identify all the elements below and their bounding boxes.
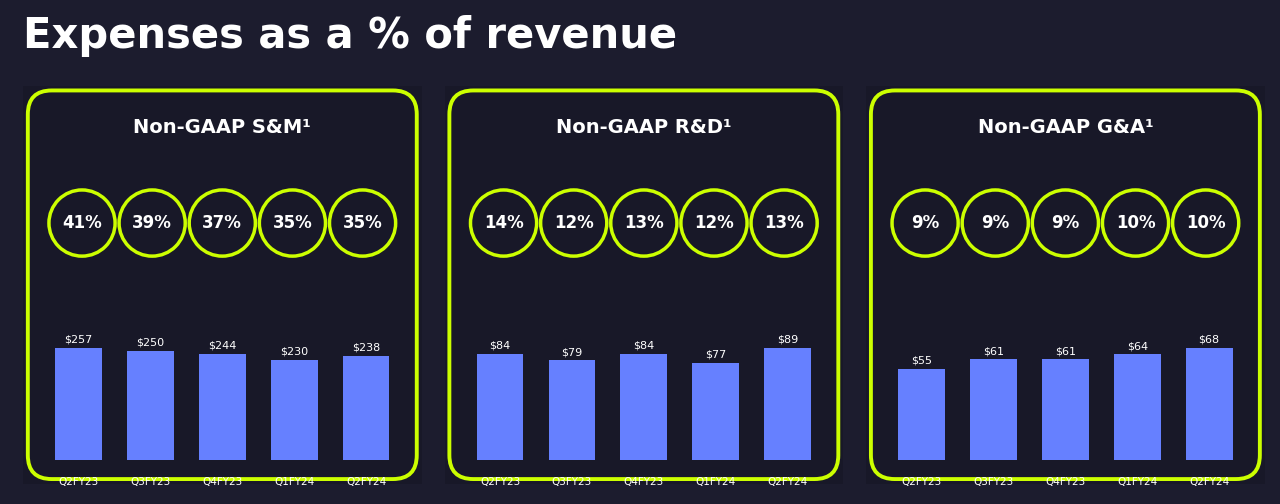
Bar	[476, 354, 524, 460]
Text: $84: $84	[634, 341, 654, 351]
Text: $55: $55	[911, 356, 932, 366]
Text: Q2FY23: Q2FY23	[59, 477, 99, 487]
Bar	[1114, 354, 1161, 460]
Text: 35%: 35%	[343, 214, 383, 232]
Bar	[621, 354, 667, 460]
Bar	[549, 360, 595, 460]
Text: $79: $79	[562, 347, 582, 357]
Text: Q1FY24: Q1FY24	[274, 477, 315, 487]
Text: $61: $61	[1055, 346, 1076, 356]
Bar	[1042, 359, 1089, 460]
Bar	[970, 359, 1016, 460]
Bar	[692, 363, 739, 460]
Text: Q1FY24: Q1FY24	[695, 477, 736, 487]
Text: 13%: 13%	[623, 214, 664, 232]
Text: $84: $84	[489, 341, 511, 351]
Text: 14%: 14%	[484, 214, 524, 232]
Text: $89: $89	[777, 335, 799, 345]
Text: Q2FY23: Q2FY23	[480, 477, 520, 487]
Text: $77: $77	[705, 350, 726, 360]
Bar	[899, 369, 945, 460]
Bar	[764, 348, 812, 460]
Text: 9%: 9%	[911, 214, 940, 232]
Bar	[1185, 348, 1233, 460]
Text: Non-GAAP R&D¹: Non-GAAP R&D¹	[556, 117, 732, 137]
Text: 13%: 13%	[764, 214, 804, 232]
Text: Q2FY23: Q2FY23	[901, 477, 942, 487]
Text: Q2FY24: Q2FY24	[768, 477, 808, 487]
Text: 10%: 10%	[1116, 214, 1156, 232]
Text: $61: $61	[983, 346, 1004, 356]
Text: 9%: 9%	[982, 214, 1010, 232]
Text: 37%: 37%	[202, 214, 242, 232]
Text: 39%: 39%	[132, 214, 172, 232]
Text: Q3FY23: Q3FY23	[131, 477, 170, 487]
Text: 12%: 12%	[554, 214, 594, 232]
Text: Non-GAAP S&M¹: Non-GAAP S&M¹	[133, 117, 311, 137]
Text: $68: $68	[1198, 335, 1220, 345]
Text: 10%: 10%	[1185, 214, 1225, 232]
Bar	[127, 351, 174, 460]
Text: 35%: 35%	[273, 214, 312, 232]
Text: $238: $238	[352, 343, 380, 353]
Bar	[55, 348, 102, 460]
Text: Q1FY24: Q1FY24	[1117, 477, 1157, 487]
Bar	[271, 360, 317, 460]
Text: Q4FY23: Q4FY23	[202, 477, 242, 487]
Text: 41%: 41%	[63, 214, 102, 232]
Text: Expenses as a % of revenue: Expenses as a % of revenue	[23, 15, 677, 57]
Text: Q3FY23: Q3FY23	[552, 477, 593, 487]
Text: Q2FY24: Q2FY24	[346, 477, 387, 487]
Text: $244: $244	[209, 340, 237, 350]
Text: Q4FY23: Q4FY23	[623, 477, 664, 487]
Text: Q3FY23: Q3FY23	[973, 477, 1014, 487]
Text: Q2FY24: Q2FY24	[1189, 477, 1229, 487]
Text: Non-GAAP G&A¹: Non-GAAP G&A¹	[978, 117, 1153, 137]
Bar	[343, 356, 389, 460]
Bar	[198, 353, 246, 460]
Text: 12%: 12%	[694, 214, 733, 232]
Text: $250: $250	[137, 338, 164, 348]
Text: 9%: 9%	[1051, 214, 1079, 232]
Text: $257: $257	[64, 335, 92, 345]
Text: Q4FY23: Q4FY23	[1046, 477, 1085, 487]
Text: $230: $230	[280, 346, 308, 356]
Text: $64: $64	[1126, 341, 1148, 351]
